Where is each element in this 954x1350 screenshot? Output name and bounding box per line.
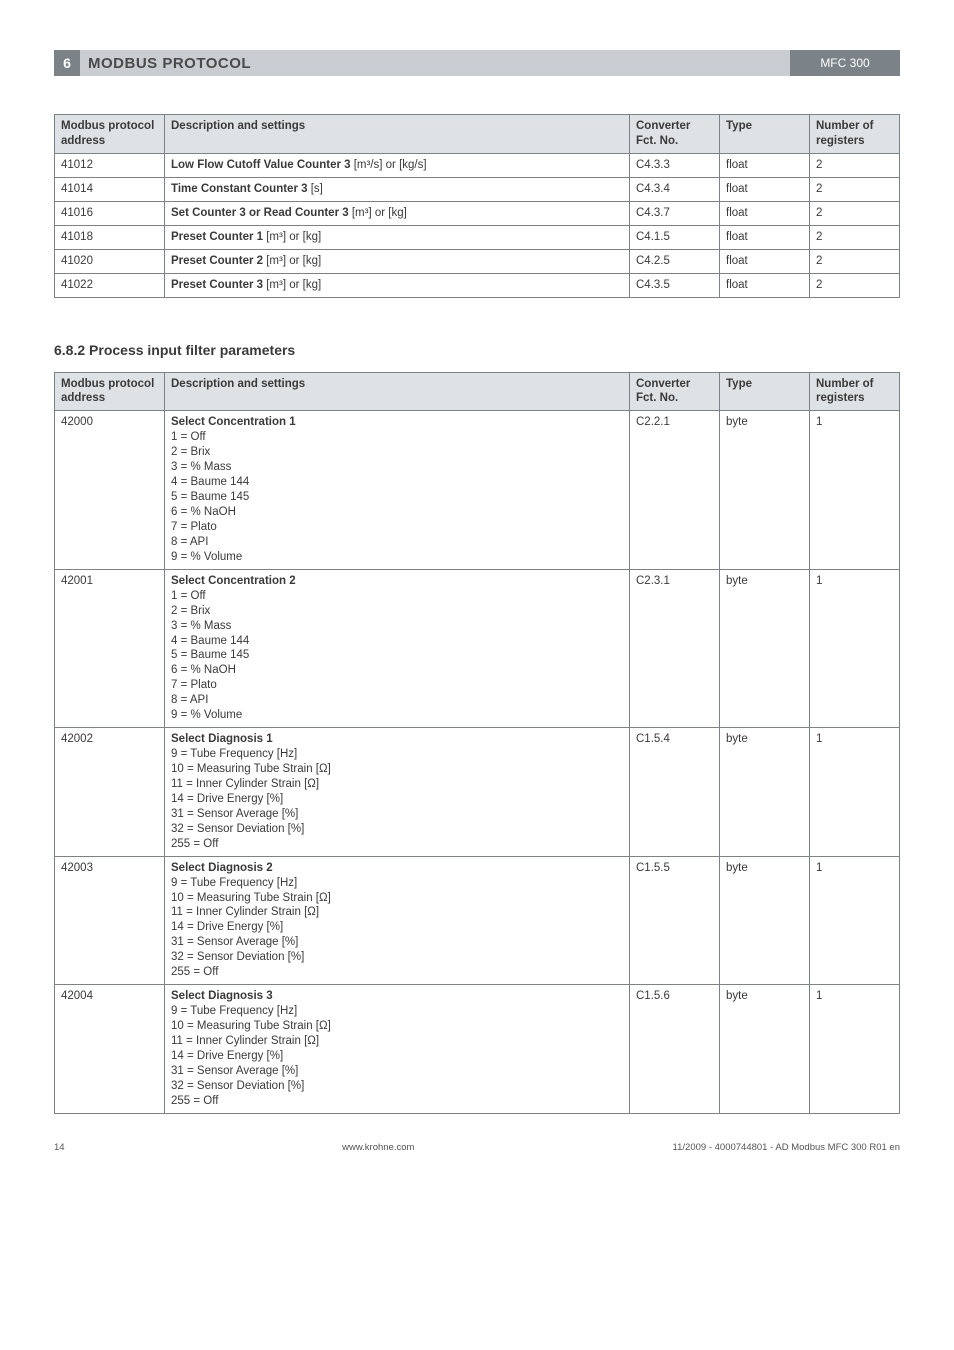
cell-registers: 2 [810,201,900,225]
cell-converter: C1.5.4 [630,728,720,857]
col-address: Modbus protocol address [55,372,165,411]
cell-type: byte [720,856,810,985]
col-type: Type [720,115,810,154]
parameters-table-2: Modbus protocol address Description and … [54,372,900,1114]
cell-address: 41022 [55,273,165,297]
cell-address: 42004 [55,985,165,1114]
page-number: 14 [54,1142,84,1153]
subsection-title: 6.8.2 Process input filter parameters [54,342,900,358]
cell-converter: C1.5.6 [630,985,720,1114]
footer-url: www.krohne.com [84,1142,673,1153]
table-row: 41022Preset Counter 3 [m³] or [kg]C4.3.5… [55,273,900,297]
cell-description: Preset Counter 3 [m³] or [kg] [165,273,630,297]
cell-registers: 1 [810,985,900,1114]
table-row: 41014Time Constant Counter 3 [s]C4.3.4fl… [55,177,900,201]
section-title: MODBUS PROTOCOL [80,50,790,76]
cell-registers: 1 [810,728,900,857]
col-registers: Number of registers [810,372,900,411]
cell-address: 42003 [55,856,165,985]
cell-registers: 2 [810,177,900,201]
page-header: 6 MODBUS PROTOCOL MFC 300 [54,50,900,76]
table-row: 42000Select Concentration 11 = Off2 = Br… [55,411,900,569]
cell-converter: C2.2.1 [630,411,720,569]
cell-converter: C4.3.7 [630,201,720,225]
col-description: Description and settings [165,115,630,154]
cell-type: byte [720,728,810,857]
cell-registers: 2 [810,273,900,297]
table-row: 42003Select Diagnosis 29 = Tube Frequenc… [55,856,900,985]
table-header-row: Modbus protocol address Description and … [55,372,900,411]
cell-description: Set Counter 3 or Read Counter 3 [m³] or … [165,201,630,225]
cell-type: float [720,177,810,201]
col-description: Description and settings [165,372,630,411]
cell-converter: C4.1.5 [630,225,720,249]
cell-registers: 2 [810,249,900,273]
cell-address: 41018 [55,225,165,249]
cell-address: 42000 [55,411,165,569]
page-footer: 14 www.krohne.com 11/2009 - 4000744801 -… [54,1142,900,1153]
cell-description: Select Diagnosis 19 = Tube Frequency [Hz… [165,728,630,857]
cell-registers: 1 [810,856,900,985]
cell-description: Time Constant Counter 3 [s] [165,177,630,201]
col-registers: Number of registers [810,115,900,154]
cell-converter: C4.3.3 [630,153,720,177]
cell-description: Preset Counter 1 [m³] or [kg] [165,225,630,249]
cell-address: 42002 [55,728,165,857]
cell-type: float [720,201,810,225]
cell-registers: 1 [810,411,900,569]
cell-address: 42001 [55,569,165,727]
cell-description: Select Diagnosis 39 = Tube Frequency [Hz… [165,985,630,1114]
table-header-row: Modbus protocol address Description and … [55,115,900,154]
cell-address: 41016 [55,201,165,225]
cell-description: Preset Counter 2 [m³] or [kg] [165,249,630,273]
product-code: MFC 300 [790,50,900,76]
cell-type: float [720,153,810,177]
cell-address: 41020 [55,249,165,273]
cell-type: float [720,273,810,297]
cell-registers: 1 [810,569,900,727]
cell-address: 41014 [55,177,165,201]
cell-registers: 2 [810,153,900,177]
cell-description: Low Flow Cutoff Value Counter 3 [m³/s] o… [165,153,630,177]
parameters-table-1: Modbus protocol address Description and … [54,114,900,298]
col-converter: Converter Fct. No. [630,115,720,154]
col-converter: Converter Fct. No. [630,372,720,411]
section-number: 6 [54,50,80,76]
cell-type: byte [720,985,810,1114]
cell-description: Select Concentration 21 = Off2 = Brix3 =… [165,569,630,727]
cell-registers: 2 [810,225,900,249]
footer-docinfo: 11/2009 - 4000744801 - AD Modbus MFC 300… [673,1142,900,1153]
cell-converter: C2.3.1 [630,569,720,727]
cell-converter: C4.3.4 [630,177,720,201]
cell-type: byte [720,411,810,569]
col-address: Modbus protocol address [55,115,165,154]
table-row: 41012Low Flow Cutoff Value Counter 3 [m³… [55,153,900,177]
table-row: 41018Preset Counter 1 [m³] or [kg]C4.1.5… [55,225,900,249]
cell-type: float [720,225,810,249]
table-row: 42001Select Concentration 21 = Off2 = Br… [55,569,900,727]
cell-converter: C1.5.5 [630,856,720,985]
cell-type: float [720,249,810,273]
table-row: 41016Set Counter 3 or Read Counter 3 [m³… [55,201,900,225]
table-row: 41020Preset Counter 2 [m³] or [kg]C4.2.5… [55,249,900,273]
cell-description: Select Diagnosis 29 = Tube Frequency [Hz… [165,856,630,985]
cell-address: 41012 [55,153,165,177]
cell-converter: C4.3.5 [630,273,720,297]
table-row: 42002Select Diagnosis 19 = Tube Frequenc… [55,728,900,857]
cell-converter: C4.2.5 [630,249,720,273]
cell-type: byte [720,569,810,727]
col-type: Type [720,372,810,411]
cell-description: Select Concentration 11 = Off2 = Brix3 =… [165,411,630,569]
table-row: 42004Select Diagnosis 39 = Tube Frequenc… [55,985,900,1114]
